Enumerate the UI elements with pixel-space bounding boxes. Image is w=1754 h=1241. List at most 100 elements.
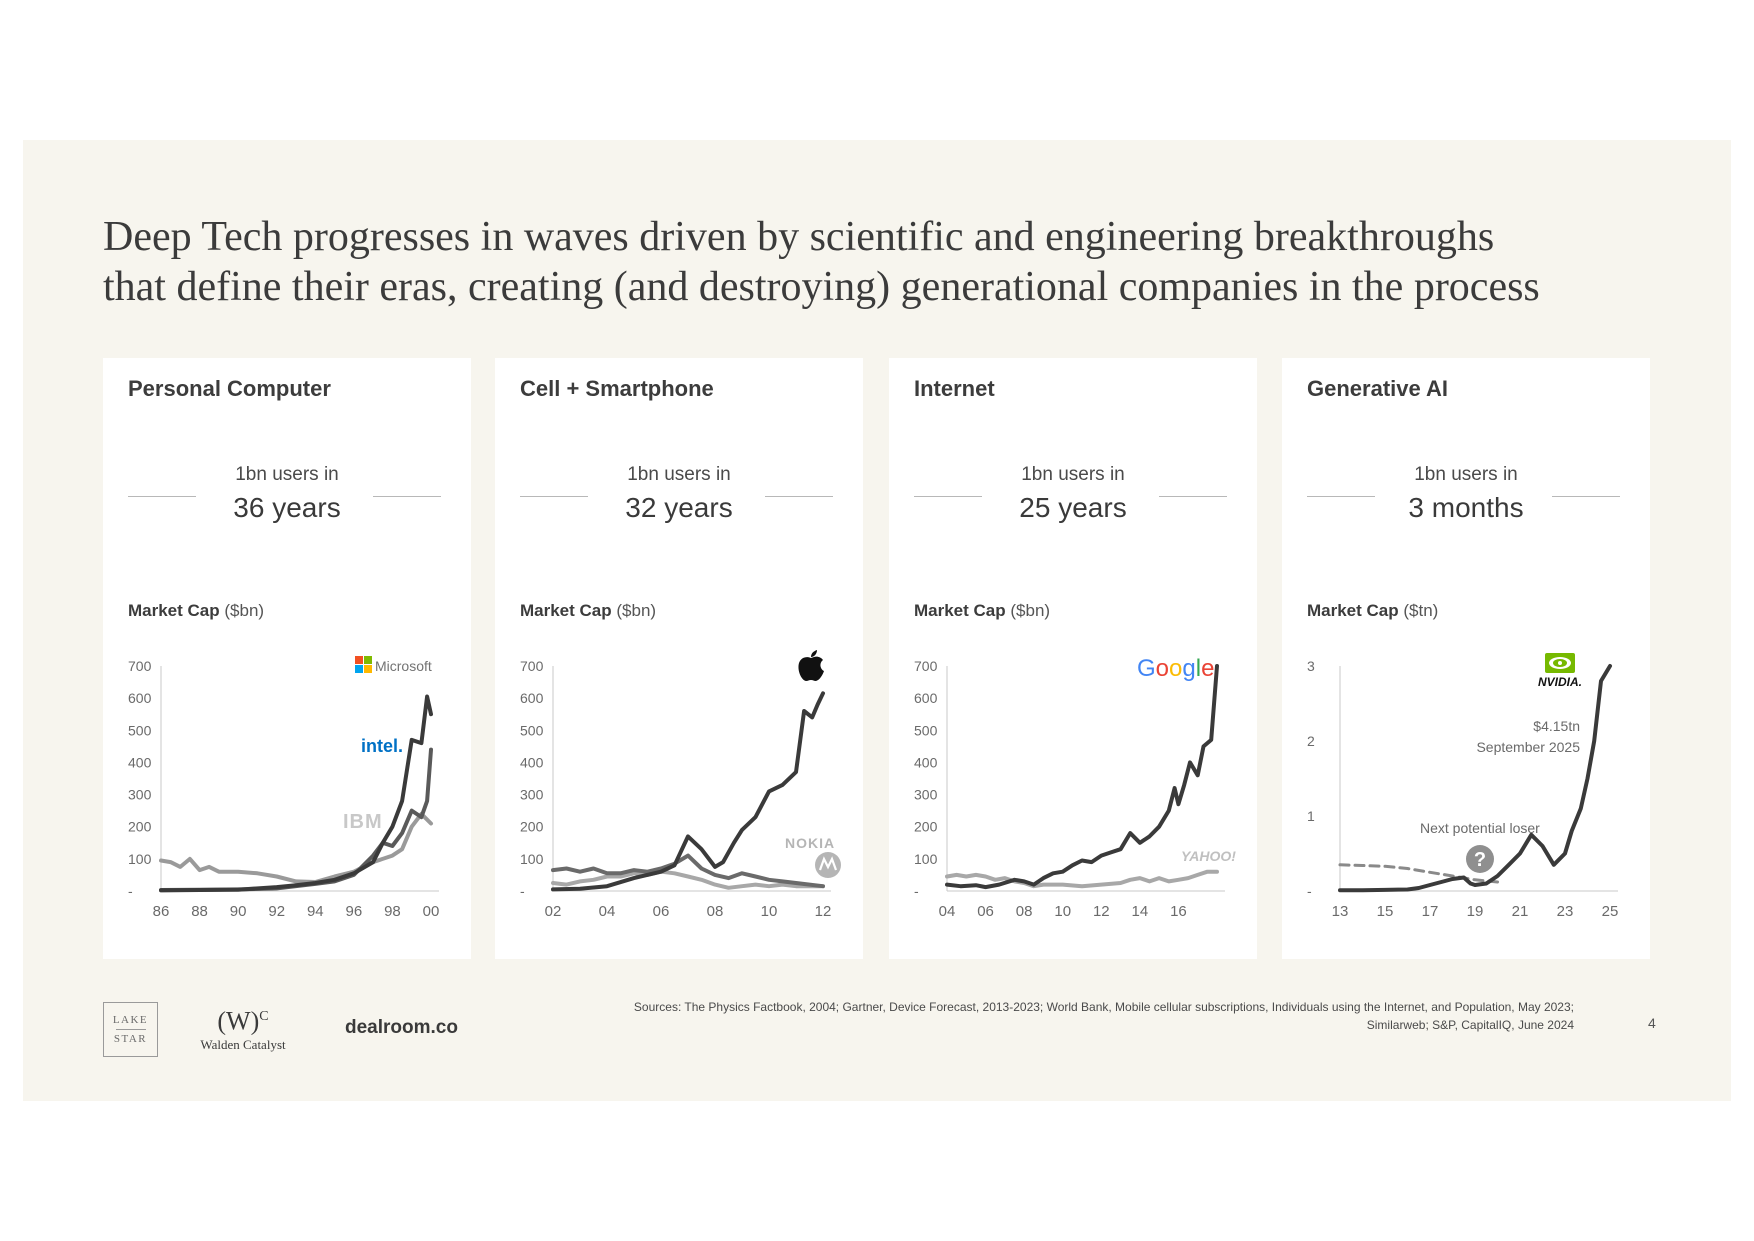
sources-line-1: Sources: The Physics Factbook, 2004; Gar… (633, 1000, 1574, 1014)
lakestar-text-1: LAKE (112, 1014, 149, 1026)
y-tick-label: 600 (520, 690, 544, 706)
series-line-motorola (551, 869, 825, 890)
x-tick-label: 13 (1332, 903, 1349, 920)
y-tick-label: - (128, 883, 133, 899)
x-tick-label: 19 (1467, 903, 1484, 920)
apple-icon (798, 650, 824, 681)
y-tick-label: 100 (914, 851, 938, 867)
x-tick-label: 21 (1512, 903, 1529, 920)
series-line-apple (551, 691, 825, 892)
loser-label: Next potential loser (1420, 820, 1540, 836)
x-tick-label: 88 (191, 903, 208, 920)
series-line-nokia (551, 853, 825, 889)
microsoft-icon (355, 656, 372, 673)
x-tick-label: 04 (599, 903, 616, 920)
page-number: 4 (1648, 1015, 1656, 1031)
x-tick-label: 98 (384, 903, 401, 920)
y-tick-label: 500 (914, 722, 938, 738)
y-tick-label: 200 (128, 819, 152, 835)
y-tick-label: 700 (914, 658, 938, 674)
market-cap-label: Market Cap ($bn) (520, 601, 656, 621)
market-cap-label: Market Cap ($tn) (1307, 601, 1438, 621)
x-tick-label: 12 (815, 903, 832, 920)
annotation-value: $4.15tn (1533, 718, 1580, 734)
series-line-next-potential-loser (1338, 863, 1499, 884)
y-tick-label: 300 (520, 787, 544, 803)
y-tick-label: 2 (1307, 733, 1315, 749)
lakestar-logo: LAKE STAR (103, 1002, 158, 1057)
divider (373, 496, 441, 497)
divider (1159, 496, 1227, 497)
card-title: Cell + Smartphone (520, 376, 714, 401)
question-icon: ? (1466, 845, 1494, 873)
market-cap-unit: ($bn) (224, 601, 265, 620)
market-cap-bold: Market Cap (128, 601, 220, 620)
users-value: 32 years (625, 492, 733, 523)
y-tick-label: 300 (914, 787, 938, 803)
x-tick-label: 86 (153, 903, 170, 920)
chart-internet: - 100 200 300 400 500 600 700 04 06 08 10 12 14 16 Goo… (914, 655, 1236, 920)
card-personal-computer: Personal Computer 1bn users in 36 years … (103, 358, 471, 959)
headline-line-1: Deep Tech progresses in waves driven by … (103, 214, 1495, 260)
x-tick-label: 08 (707, 903, 724, 920)
headline: Deep Tech progresses in waves driven by … (103, 212, 1703, 312)
x-tick-label: 15 (1377, 903, 1394, 920)
annotation-date: September 2025 (1476, 739, 1580, 755)
market-cap-unit: ($bn) (616, 601, 657, 620)
walden-name: Walden Catalyst (200, 1036, 286, 1052)
x-tick-label: 08 (1016, 903, 1033, 920)
market-cap-label: Market Cap ($bn) (914, 601, 1050, 621)
x-tick-label: 23 (1557, 903, 1574, 920)
x-tick-label: 06 (977, 903, 994, 920)
x-tick-label: 94 (307, 903, 324, 920)
google-logo-text: Google (1137, 655, 1214, 682)
x-tick-label: 00 (423, 903, 440, 920)
y-tick-label: 500 (520, 722, 544, 738)
slide: Deep Tech progresses in waves driven by … (23, 140, 1731, 1101)
series-line-microsoft (159, 694, 433, 893)
divider (914, 496, 982, 497)
card-title: Generative AI (1307, 376, 1449, 401)
y-tick-label: 1 (1307, 808, 1315, 824)
chart-personal-computer: - 100 200 300 400 500 600 700 86 88 90 92 94 96 98 00 M… (128, 656, 440, 920)
y-tick-label: - (1307, 883, 1312, 899)
intel-logo-text: intel. (361, 736, 403, 756)
walden-catalyst-logo: (W)C Walden Catalyst (193, 1002, 293, 1053)
users-label: 1bn users in (1021, 464, 1125, 485)
y-tick-label: 400 (914, 754, 938, 770)
divider (520, 496, 588, 497)
y-tick-label: 500 (128, 722, 152, 738)
motorola-icon (815, 852, 841, 878)
y-tick-label: - (520, 883, 525, 899)
lakestar-text-2: STAR (113, 1033, 148, 1045)
y-tick-label: 200 (520, 819, 544, 835)
microsoft-logo-text: Microsoft (375, 658, 432, 674)
series-line-yahoo- (945, 869, 1219, 889)
series-line-ibm (159, 811, 433, 884)
series-line-nvidia (1338, 664, 1612, 893)
y-tick-label: 600 (914, 690, 938, 706)
card-internet: Internet 1bn users in 25 years Market Ca… (889, 358, 1257, 959)
card-title: Internet (914, 376, 995, 401)
x-tick-label: 17 (1422, 903, 1439, 920)
nokia-logo-text: NOKIA (785, 835, 835, 851)
y-tick-label: 700 (520, 658, 544, 674)
nvidia-eye-icon (1545, 653, 1575, 673)
divider (128, 496, 196, 497)
x-tick-label: 10 (761, 903, 778, 920)
market-cap-unit: ($tn) (1403, 601, 1439, 620)
market-cap-label: Market Cap ($bn) (128, 601, 264, 621)
x-tick-label: 04 (939, 903, 956, 920)
x-tick-label: 25 (1602, 903, 1619, 920)
y-tick-label: 700 (128, 658, 152, 674)
nvidia-logo-text: NVIDIA. (1538, 675, 1582, 689)
y-tick-label: 600 (128, 690, 152, 706)
y-tick-label: 300 (128, 787, 152, 803)
users-value: 36 years (233, 492, 341, 523)
y-tick-label: 100 (128, 851, 152, 867)
users-label: 1bn users in (1414, 464, 1518, 485)
y-tick-label: 200 (914, 819, 938, 835)
y-tick-label: - (914, 883, 919, 899)
market-cap-bold: Market Cap (914, 601, 1006, 620)
